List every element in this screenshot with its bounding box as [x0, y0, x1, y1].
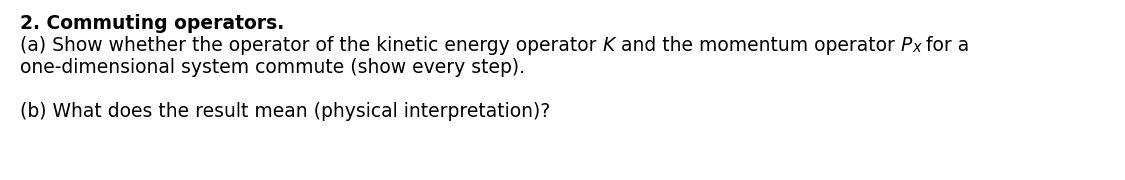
Text: K: K — [603, 36, 614, 55]
Text: P: P — [901, 36, 912, 55]
Text: x: x — [912, 40, 920, 55]
Text: (a) Show whether the operator of the kinetic energy operator: (a) Show whether the operator of the kin… — [20, 36, 603, 55]
Text: (b) What does the result mean (physical interpretation)?: (b) What does the result mean (physical … — [20, 102, 550, 121]
Text: and the momentum operator: and the momentum operator — [614, 36, 901, 55]
Text: for a: for a — [920, 36, 970, 55]
Text: 2. Commuting operators.: 2. Commuting operators. — [20, 14, 285, 33]
Text: one-dimensional system commute (show every step).: one-dimensional system commute (show eve… — [20, 58, 525, 77]
